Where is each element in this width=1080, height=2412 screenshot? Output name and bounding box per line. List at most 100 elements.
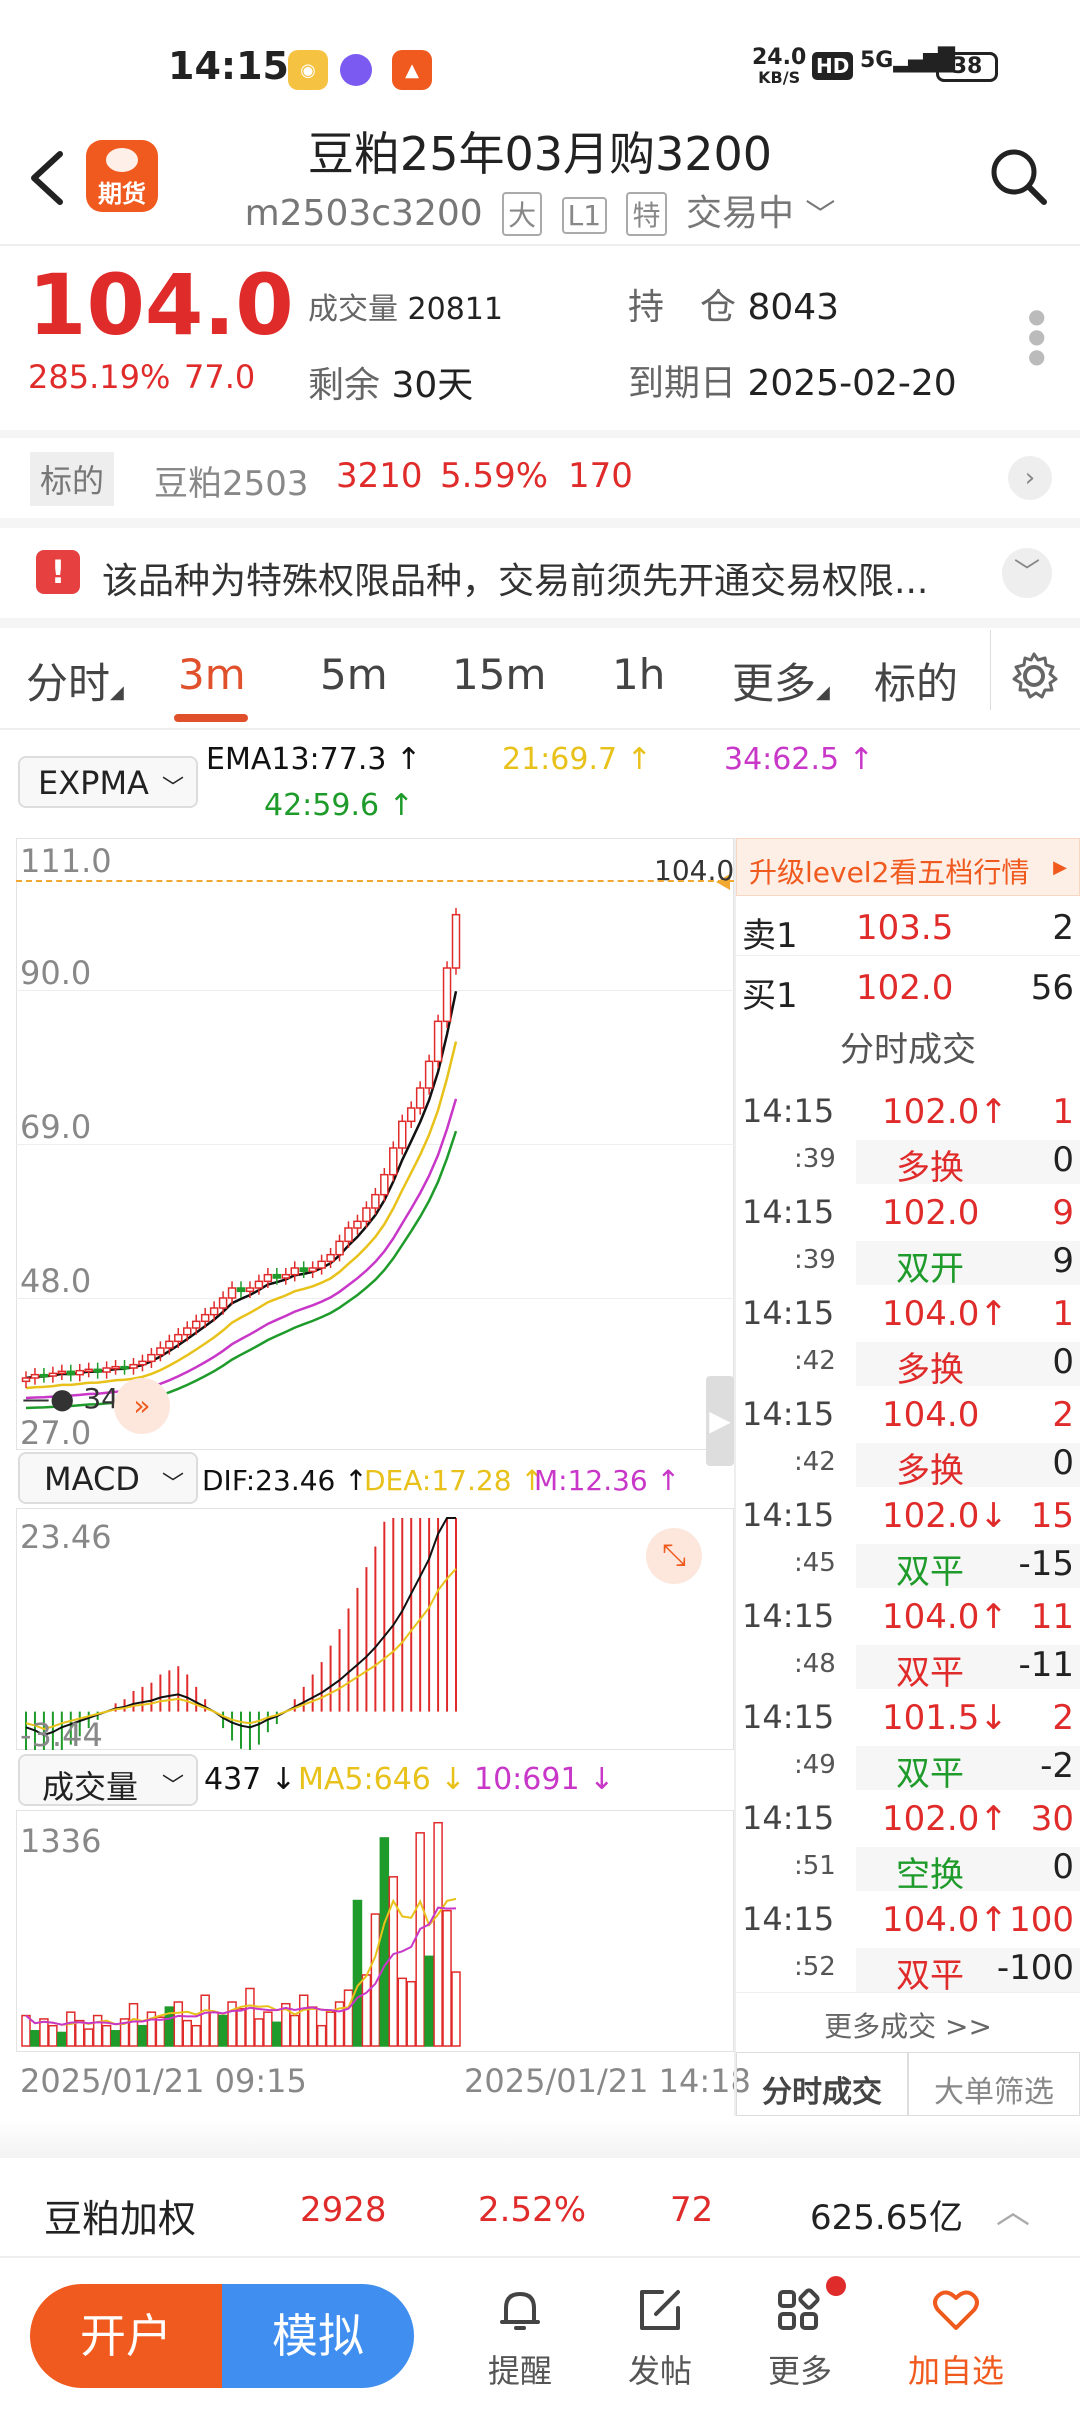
candle-body (218, 1297, 228, 1309)
more-vertical-icon[interactable]: ● ● ● (1028, 304, 1046, 368)
weibo-icon: ◉ (288, 50, 328, 90)
expire-date: 到期日 2025-02-20 (628, 363, 957, 404)
volume-bar (191, 2024, 201, 2047)
expma-select[interactable]: EXPMA ﹀ (18, 756, 198, 808)
candle-body (308, 1267, 317, 1273)
index-bar[interactable]: 豆粕加权 2928 2.52% 72 625.65亿 ︿ (0, 2158, 1080, 2258)
tick-price: 102.0↑ (882, 1799, 1008, 1839)
tab-more[interactable]: 更多◢ (732, 659, 830, 708)
volume-bar (325, 2011, 336, 2047)
tab-5m[interactable]: 5m (320, 650, 388, 699)
tick-price: 101.5↓ (882, 1698, 1008, 1738)
nav-add-favorite[interactable]: 加自选 (896, 2282, 1016, 2392)
open-account-button[interactable]: 开户 (30, 2284, 222, 2388)
simulate-button[interactable]: 模拟 (222, 2284, 414, 2388)
divider (0, 728, 1080, 730)
fast-forward-icon[interactable]: » (114, 1378, 170, 1434)
tick-oi-change: 0 (1052, 1140, 1074, 1180)
chevron-right-icon: › (1008, 456, 1052, 500)
tick-oi-change: -2 (1040, 1746, 1074, 1786)
underlying-row[interactable]: 标的 豆粕2503 3210 5.59% 170 › (0, 438, 1080, 518)
tick-volume: 1 (1052, 1092, 1074, 1132)
nav-remind[interactable]: 提醒 (460, 2282, 580, 2392)
search-icon[interactable] (988, 146, 1048, 206)
tick-oi-change: 9 (1052, 1241, 1074, 1281)
level2-upgrade-button[interactable]: 升级level2看五档行情 ▶ (736, 838, 1080, 896)
volume-bar (316, 2024, 327, 2047)
tab-underlying[interactable]: 标的 (874, 659, 959, 708)
change-abs: 77.0 (184, 358, 256, 396)
more-trades-link[interactable]: 更多成交 >> (736, 1992, 1080, 2048)
candle-body (129, 1363, 138, 1369)
candle-body (415, 1087, 425, 1109)
candle-body (48, 1372, 58, 1377)
tab-1h[interactable]: 1h (612, 650, 666, 699)
index-name: 豆粕加权 (44, 2197, 197, 2241)
divider (734, 838, 736, 2116)
permission-notice[interactable]: ! 该品种为特殊权限品种，交易前须先开通交易权限... ﹀ (0, 528, 1080, 618)
net-speed: 24.0 KB/S (752, 45, 807, 88)
candle-body (174, 1333, 183, 1343)
gridline (16, 1298, 734, 1299)
volume-bar (164, 2006, 175, 2047)
index-price: 2928 (300, 2190, 387, 2230)
candle-body (191, 1320, 201, 1329)
battery-icon: 38 (936, 52, 998, 82)
fullscreen-icon[interactable]: ⤡ (646, 1528, 702, 1584)
volume-bar (406, 1980, 416, 2047)
edit-icon (640, 2290, 680, 2330)
contract-subtitle[interactable]: m2503c3200 大 L1 特 交易中 ﹀ (0, 184, 1080, 236)
dea-line (25, 1568, 457, 1730)
volume-bar (263, 2011, 273, 2047)
tick-type: 空换 (896, 1855, 964, 1895)
candle-body (120, 1365, 129, 1370)
candle-body (281, 1273, 291, 1279)
tick-volume: 1 (1052, 1294, 1074, 1334)
candle-body (236, 1287, 246, 1293)
expand-icon[interactable]: ﹀ (1002, 548, 1052, 598)
ema21-value: 21:69.7 ↑ (502, 742, 652, 777)
tab-15m[interactable]: 15m (452, 650, 547, 699)
volume-select[interactable]: 成交量 ﹀ (18, 1754, 198, 1806)
tick-item: 14:15 101.5↓ 2:49 双平 -2 (736, 1692, 1080, 1794)
underlying-name: 豆粕2503 (154, 464, 309, 504)
tick-oi-change: -11 (1018, 1645, 1074, 1685)
volume-bar (182, 2019, 192, 2047)
tick-type: 双开 (896, 1249, 964, 1289)
tab-3m[interactable]: 3m (178, 650, 246, 699)
volume-bar (442, 1909, 452, 2047)
futures-logo: 期货 (86, 140, 158, 212)
tick-type: 双平 (896, 1552, 964, 1592)
settings-gear-icon[interactable] (1008, 650, 1060, 702)
underlying-pct: 5.59% (440, 456, 549, 496)
underlying-label: 标的 (30, 452, 115, 506)
macd-pane[interactable] (16, 1508, 734, 1750)
nav-more[interactable]: 更多 (740, 2282, 860, 2392)
tick-second: :49 (794, 1750, 836, 1780)
volume-bar (415, 1832, 425, 2047)
candle-body (326, 1253, 335, 1263)
tick-time: 14:15 (742, 1496, 835, 1534)
ema13-value: EMA13:77.3 ↑ (206, 742, 422, 777)
tick-second: :52 (794, 1952, 836, 1982)
volume-pane[interactable] (16, 1810, 734, 2052)
candle-body (183, 1327, 192, 1336)
divider (0, 244, 1080, 246)
expand-handle-icon[interactable]: ▶ (706, 1376, 734, 1466)
chevron-down-icon: ﹀ (161, 1774, 184, 1799)
volume-bar (200, 1994, 210, 2047)
remain-info: 剩余 30天 (308, 365, 474, 406)
nav-post[interactable]: 发帖 (600, 2282, 720, 2392)
back-icon[interactable] (26, 148, 66, 208)
volume-bar (110, 2030, 121, 2047)
volume-bar (101, 2024, 112, 2047)
tab-big-orders[interactable]: 大单筛选 (908, 2052, 1080, 2116)
macd-select[interactable]: MACD ﹀ (18, 1452, 198, 1504)
tag-big: 大 (502, 192, 543, 236)
tick-type-bg (856, 1645, 1080, 1689)
tab-ticks[interactable]: 分时成交 (736, 2052, 908, 2116)
contract-code: m2503c3200 (244, 193, 483, 234)
candle-body (389, 1147, 398, 1176)
tick-time: 14:15 (742, 1294, 835, 1332)
tab-timeshare[interactable]: 分时◢ (26, 659, 124, 708)
